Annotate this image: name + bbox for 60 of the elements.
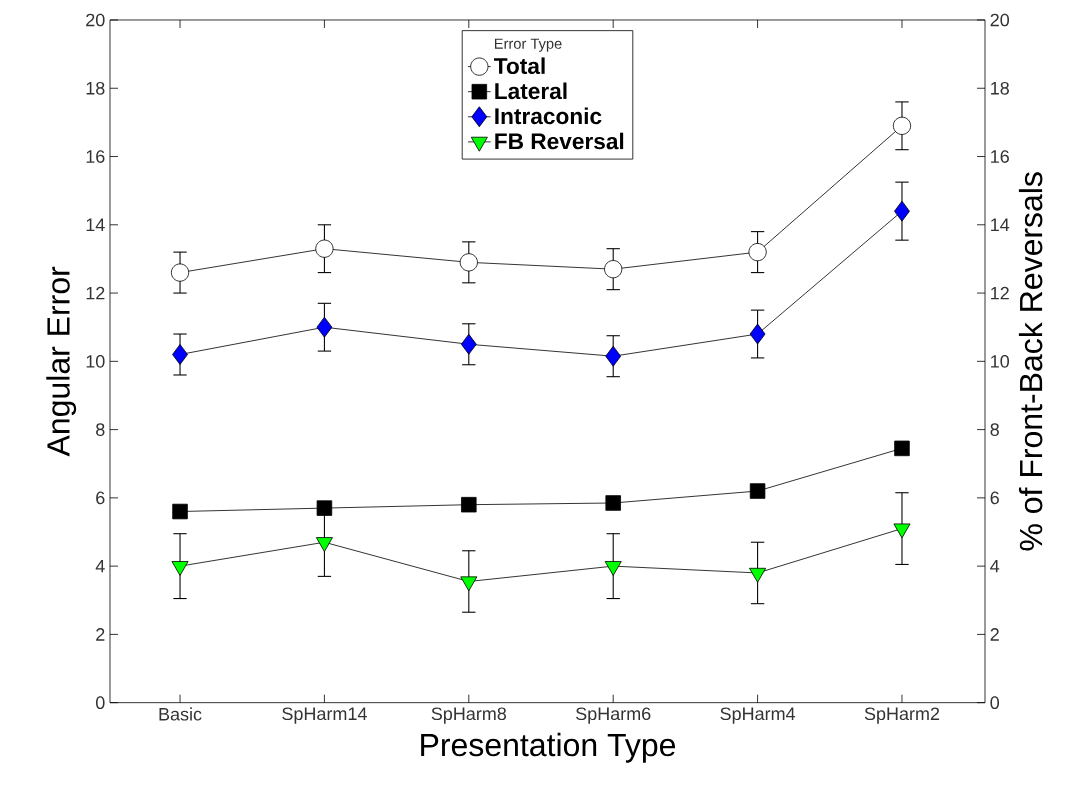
point <box>605 495 621 511</box>
y-tick-label: 10 <box>86 354 105 368</box>
point <box>315 537 333 552</box>
point <box>893 523 911 539</box>
point <box>316 500 333 516</box>
point <box>460 333 477 355</box>
point <box>749 323 766 345</box>
y-tick-label: 6 <box>96 491 105 505</box>
y-axis-title: Angular Error <box>46 266 77 457</box>
point <box>748 243 767 262</box>
y-tick-label: 18 <box>86 81 105 95</box>
y-tick-label: 16 <box>86 150 105 163</box>
x-tick-label: SpHarm4 <box>720 707 796 724</box>
x-tick-label: SpHarm2 <box>864 707 940 724</box>
point <box>172 503 188 520</box>
point <box>894 440 910 457</box>
x-tick-label: Basic <box>159 707 202 721</box>
legend-label: Lateral <box>495 82 567 100</box>
y-tick-label: 20 <box>86 13 105 27</box>
point <box>316 316 333 338</box>
legend-title: Error Type <box>494 38 562 52</box>
y2-tick-label: 18 <box>991 81 1009 95</box>
point <box>460 576 478 592</box>
point <box>170 263 190 282</box>
point <box>604 260 623 279</box>
point <box>749 567 767 583</box>
point <box>749 483 766 499</box>
x-tick-label: SpHarm8 <box>431 707 507 724</box>
x-axis-title: Presentation Type <box>421 732 676 763</box>
y2-tick-label: 16 <box>991 150 1009 163</box>
legend-label: FB Reversal <box>495 132 624 150</box>
point <box>605 345 622 367</box>
y2-tick-label: 14 <box>991 218 1010 231</box>
y2-tick-label: 12 <box>991 286 1009 300</box>
y2-tick-label: 8 <box>990 423 999 436</box>
point <box>894 200 910 222</box>
y-tick-label: 4 <box>95 559 105 573</box>
y-tick-label: 8 <box>96 423 105 436</box>
x-tick-label: SpHarm6 <box>576 707 651 724</box>
point <box>461 496 477 513</box>
point <box>459 253 478 272</box>
point <box>604 561 622 576</box>
y-tick-label: 2 <box>96 628 105 641</box>
y2-tick-label: 4 <box>990 559 1000 573</box>
y2-tick-label: 0 <box>990 696 1000 710</box>
point <box>172 344 188 365</box>
x-tick-label: SpHarm14 <box>282 707 367 724</box>
y2-tick-label: 2 <box>990 628 999 641</box>
y2-axis-title: % of Front-Back Reversals <box>1018 172 1043 551</box>
y-tick-label: 12 <box>86 286 105 300</box>
point <box>892 116 912 135</box>
y2-tick-label: 20 <box>990 13 1010 27</box>
y2-tick-label: 10 <box>991 354 1010 368</box>
y2-tick-label: 6 <box>990 491 999 505</box>
point <box>171 561 189 576</box>
point <box>315 239 334 258</box>
y-tick-label: 0 <box>95 696 105 710</box>
y-tick-label: 14 <box>86 218 105 231</box>
legend-label: Total <box>494 57 545 75</box>
legend-label: Intraconic <box>495 107 602 125</box>
